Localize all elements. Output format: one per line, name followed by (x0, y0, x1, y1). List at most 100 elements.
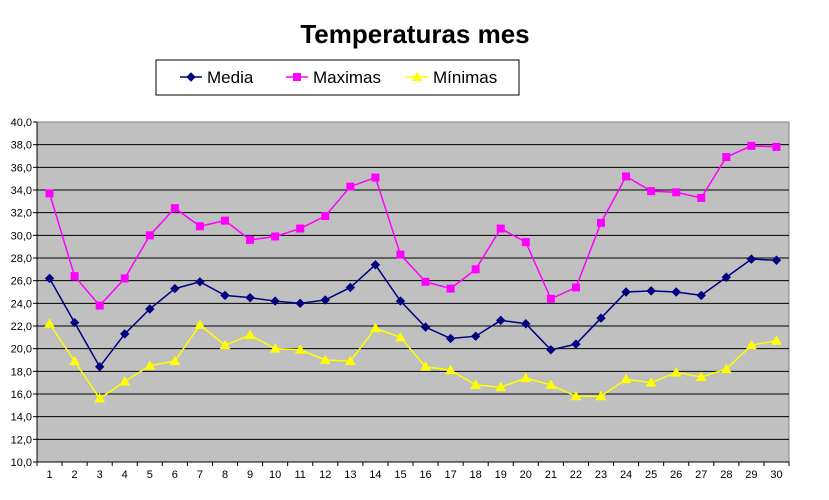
y-tick-label: 38,0 (11, 140, 32, 152)
x-tick-label: 12 (319, 469, 331, 481)
data-point-minimas (94, 393, 106, 403)
x-tick-label: 5 (147, 469, 153, 481)
legend-marker (186, 72, 196, 82)
data-point-maximas (145, 231, 154, 240)
x-tick-label: 23 (595, 469, 607, 481)
data-point-minimas (269, 343, 281, 353)
series-maximas (45, 141, 781, 310)
data-point-media (771, 255, 782, 265)
legend-entry-maximas: Maximas (286, 68, 381, 87)
data-point-minimas (771, 335, 782, 345)
legend-label: Mínimas (433, 68, 497, 87)
data-point-minimas (69, 355, 80, 366)
data-point-maximas (170, 204, 179, 213)
data-point-maximas (95, 301, 104, 310)
data-point-media (671, 287, 681, 297)
y-tick-label: 16,0 (11, 389, 32, 401)
legend-entry-media: Media (180, 68, 254, 87)
data-point-media (94, 362, 105, 372)
data-point-minimas (319, 354, 331, 364)
x-tick-label: 11 (294, 469, 305, 481)
data-point-media (170, 283, 180, 294)
data-point-maximas (70, 272, 79, 281)
data-point-minimas (395, 331, 406, 342)
legend-label: Media (207, 68, 254, 87)
data-point-minimas (470, 379, 482, 389)
y-tick-label: 22,0 (11, 321, 32, 333)
x-tick-label: 9 (247, 469, 253, 481)
data-point-media (596, 313, 606, 323)
y-tick-label: 10,0 (11, 457, 32, 469)
x-tick-label: 14 (369, 469, 381, 481)
legend-box (155, 59, 520, 96)
y-tick-label: 30,0 (11, 230, 32, 242)
legend-label: Maximas (313, 68, 381, 87)
data-point-media (646, 286, 656, 296)
x-tick-label: 20 (520, 469, 532, 481)
data-point-maximas (722, 153, 731, 162)
y-tick-label: 20,0 (11, 344, 32, 356)
data-point-maximas (120, 274, 129, 283)
data-point-minimas (570, 390, 582, 401)
data-point-maximas (622, 172, 631, 181)
legend-entry-minimas: Mínimas (406, 68, 497, 87)
data-point-minimas (645, 377, 657, 387)
data-point-maximas (647, 187, 656, 196)
x-tick-label: 18 (470, 469, 482, 481)
data-point-media (120, 329, 130, 339)
y-tick-label: 18,0 (11, 366, 32, 378)
x-tick-label: 3 (97, 469, 103, 481)
y-tick-label: 24,0 (11, 298, 32, 310)
data-point-media (69, 317, 80, 328)
data-point-media (445, 333, 456, 344)
data-point-minimas (119, 376, 131, 386)
data-point-media (145, 304, 155, 314)
x-tick-label: 13 (344, 469, 356, 481)
data-point-minimas (219, 339, 231, 350)
data-point-media (746, 254, 757, 264)
data-point-maximas (321, 212, 330, 221)
gridlines (37, 144, 789, 440)
y-tick-label: 28,0 (11, 253, 32, 265)
data-point-maximas (697, 193, 706, 202)
data-point-minimas (746, 339, 757, 350)
series-line-minimas (48, 323, 777, 400)
data-point-media (721, 272, 732, 282)
x-tick-label: 24 (620, 469, 632, 481)
data-point-minimas (720, 363, 732, 374)
data-point-media (345, 282, 356, 293)
axes: 10,0 12,0 14,0 16,0 18,0 20,0 22,0 24,0 26,0 28,0… (11, 117, 790, 481)
data-point-maximas (597, 218, 605, 227)
data-point-minimas (695, 371, 707, 381)
data-point-media (395, 296, 406, 306)
data-point-minimas (520, 372, 532, 383)
y-tick-label: 40,0 (11, 117, 32, 129)
y-tick-label: 12,0 (11, 434, 32, 446)
data-point-minimas (344, 355, 356, 366)
data-point-minimas (44, 318, 55, 328)
data-point-maximas (346, 182, 355, 191)
data-point-maximas (521, 238, 530, 247)
data-point-maximas (772, 142, 781, 151)
data-point-media (220, 290, 230, 301)
legend-marker (293, 73, 301, 81)
series-media (44, 254, 782, 372)
x-tick-label: 4 (122, 469, 128, 481)
data-point-minimas (595, 390, 607, 401)
x-tick-label: 1 (46, 469, 52, 481)
legend: Media Maximas Mínimas (155, 59, 520, 96)
y-tick-label: 32,0 (11, 208, 32, 220)
x-tick-label: 30 (770, 469, 782, 481)
x-tick-label: 26 (670, 469, 682, 481)
data-point-maximas (421, 277, 430, 286)
data-point-minimas (169, 355, 181, 366)
y-tick-label: 14,0 (11, 412, 32, 424)
data-point-media (270, 296, 280, 306)
data-point-media (470, 331, 481, 341)
data-point-media (571, 339, 581, 349)
x-tick-label: 16 (419, 469, 431, 481)
data-point-minimas (420, 361, 431, 371)
data-point-media (245, 292, 255, 303)
